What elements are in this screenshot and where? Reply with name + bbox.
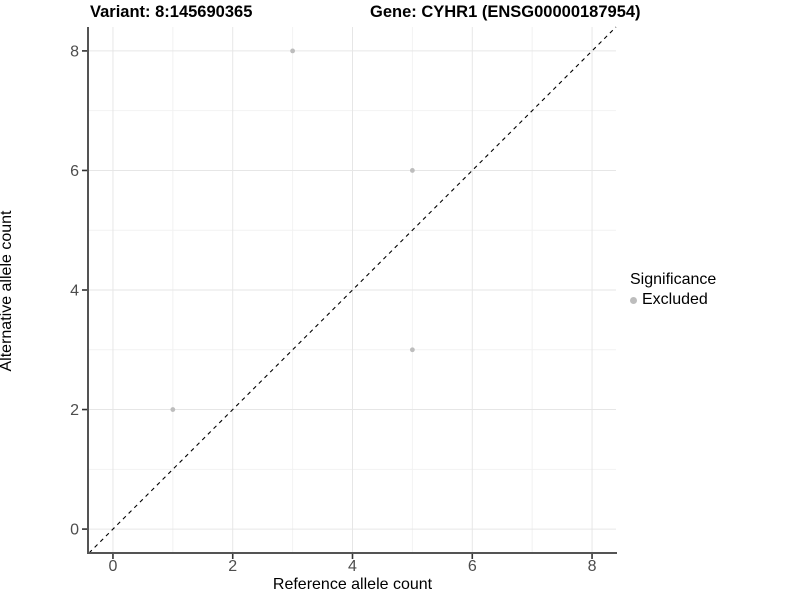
y-tick-label: 0	[70, 522, 79, 539]
x-tick-label: 6	[468, 558, 477, 575]
legend-item-label: Excluded	[642, 291, 708, 308]
legend: Significance Excluded	[630, 271, 716, 309]
plot-title-variant: Variant: 8:145690365	[90, 3, 253, 21]
data-point	[170, 407, 176, 412]
x-axis-title: Reference allele count	[272, 576, 433, 593]
y-tick-label: 6	[70, 163, 79, 180]
x-tick-label: 0	[109, 558, 118, 575]
y-tick-label: 4	[70, 283, 79, 300]
x-tick-label: 2	[228, 558, 237, 575]
data-point	[409, 168, 415, 173]
x-tick-label: 8	[588, 558, 597, 575]
legend-item-excluded: Excluded	[630, 291, 716, 309]
y-axis-title: Alternative allele count	[0, 210, 15, 372]
legend-title: Significance	[630, 271, 717, 288]
y-tick-label: 8	[70, 43, 79, 60]
x-tick-label: 4	[348, 558, 357, 575]
y-tick-label: 2	[70, 402, 79, 419]
data-point	[409, 347, 415, 353]
legend-point-icon	[630, 296, 637, 304]
data-point	[290, 48, 296, 54]
plot-title-gene: Gene: CYHR1 (ENSG00000187954)	[370, 3, 641, 21]
